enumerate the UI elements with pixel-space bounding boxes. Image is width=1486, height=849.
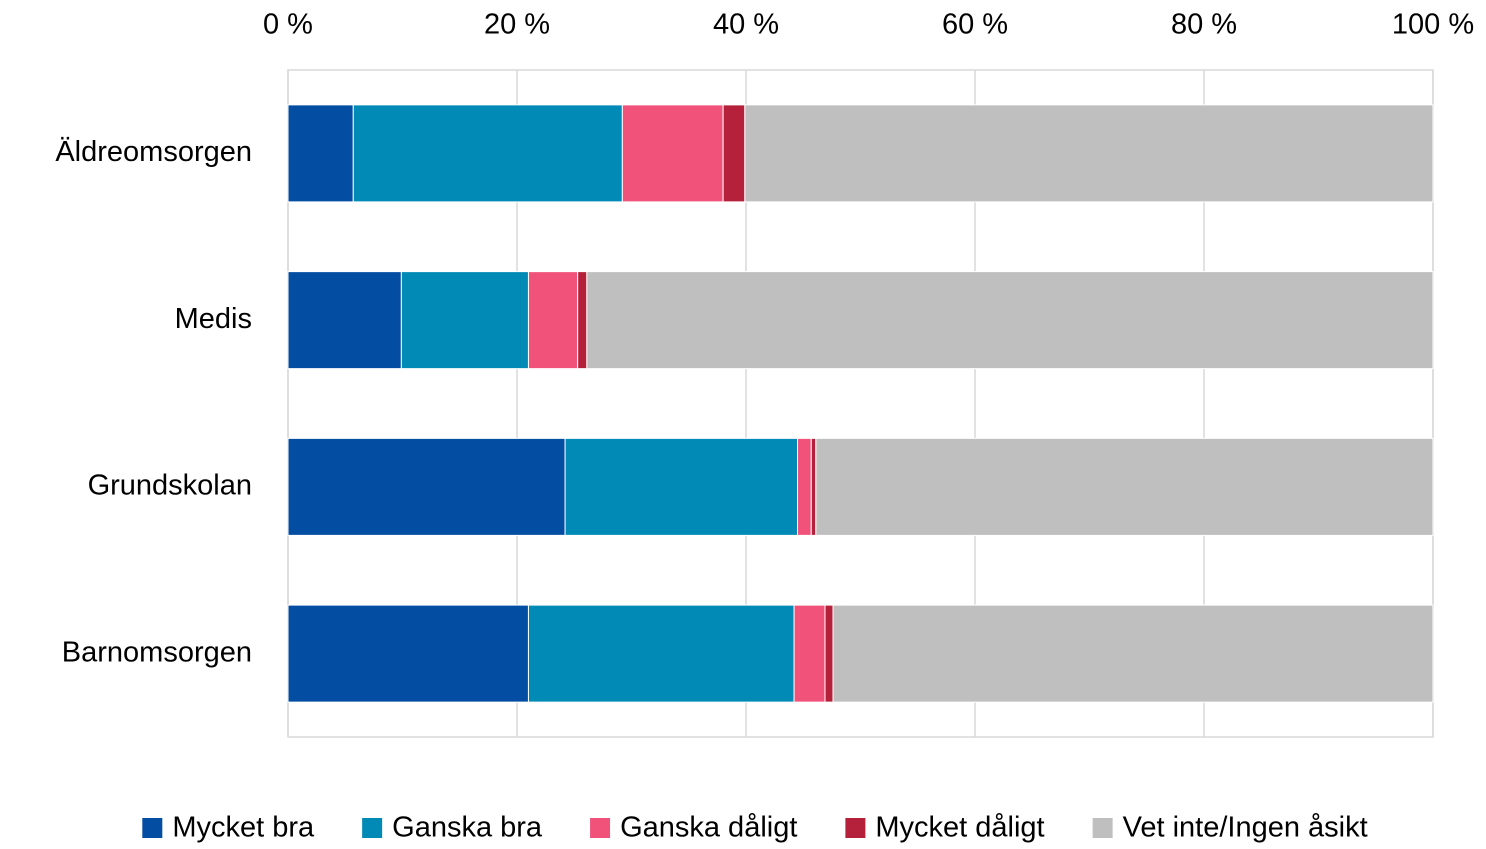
bar-segment (586, 271, 1434, 370)
x-tick-label: 20 % (484, 9, 550, 41)
y-tick-label: Barnomsorgen (62, 636, 252, 668)
bar-segment (810, 437, 817, 536)
bar-segment (400, 271, 529, 370)
y-tick-label: Äldreomsorgen (55, 136, 252, 168)
legend-swatch (362, 818, 383, 838)
bar-segment (352, 104, 623, 203)
bar-segment (564, 437, 799, 536)
y-tick-label: Grundskolan (88, 470, 252, 502)
bar-segment (832, 604, 1434, 703)
legend-swatch (845, 818, 866, 838)
x-tick-label: 80 % (1171, 9, 1237, 41)
bar-segment (744, 104, 1434, 203)
bar-segment (287, 437, 566, 536)
bar-segment (793, 604, 826, 703)
bar-segment (815, 437, 1434, 536)
legend-label: Ganska bra (392, 812, 543, 844)
x-tick-label: 40 % (713, 9, 779, 41)
bar-segment (621, 104, 724, 203)
bar-segment (287, 271, 402, 370)
bar-segment (824, 604, 834, 703)
legend-swatch (142, 818, 163, 838)
plot-frame (287, 69, 1434, 738)
x-tick-label: 100 % (1392, 9, 1474, 41)
legend-swatch (590, 818, 611, 838)
bar-segment (527, 271, 579, 370)
bar-segment (797, 437, 812, 536)
bar-segment (287, 604, 529, 703)
legend-swatch (1092, 818, 1113, 838)
legend-label: Mycket bra (172, 812, 315, 844)
legend-label: Ganska dåligt (620, 812, 797, 844)
bar-segment (577, 271, 588, 370)
bar-segment (722, 104, 746, 203)
legend-label: Mycket dåligt (875, 812, 1044, 844)
y-tick-label: Medis (175, 303, 252, 335)
legend-label: Vet inte/Ingen åsikt (1123, 812, 1368, 844)
bar-segment (287, 104, 354, 203)
x-tick-label: 0 % (263, 9, 313, 41)
x-tick-label: 60 % (942, 9, 1008, 41)
bar-segment (527, 604, 795, 703)
